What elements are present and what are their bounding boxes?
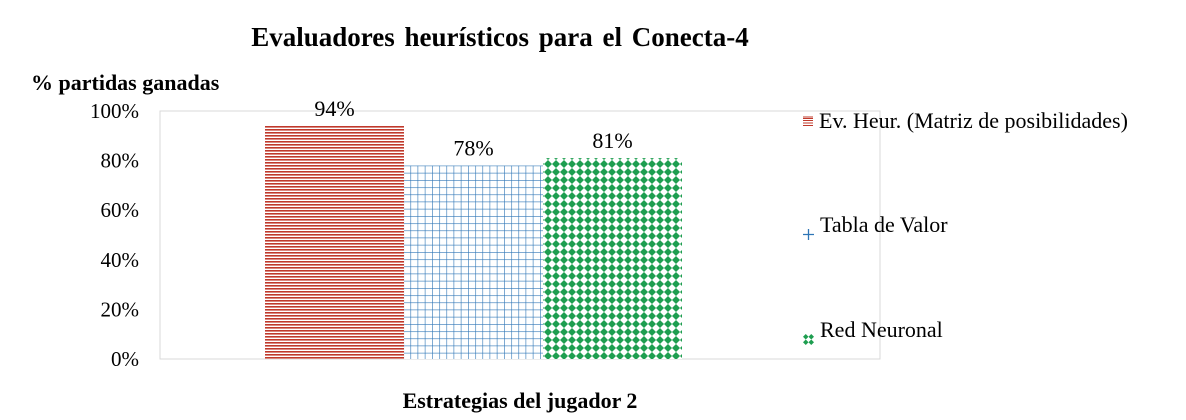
legend-label: Ev. Heur. (Matriz de posibilidades) [819,108,1128,133]
bar-red-neuronal [543,158,682,359]
y-tick-label: 0% [111,347,139,371]
y-tick-label: 20% [101,297,140,321]
y-tick-label: 40% [101,248,140,272]
y-axis-label: % partidas ganadas [31,70,220,95]
legend-swatch-blue [803,220,814,240]
legend-item-tabla-valor: Tabla de Valor [803,212,948,240]
legend-label: Red Neuronal [820,317,943,342]
legend-item-ev-heur: Ev. Heur. (Matriz de posibilidades) [803,108,1128,134]
chart-title: Evaluadores heurísticos para el Conecta-… [251,22,749,52]
y-tick-label: 100% [90,99,139,123]
bar-tabla-valor [404,165,543,359]
data-label: 78% [453,136,493,161]
legend-swatch-red [803,116,813,126]
data-label: 94% [314,96,354,121]
y-tick-label: 80% [101,149,140,173]
x-axis-label: Estrategias del jugador 2 [402,388,638,413]
legend-item-red-neuronal: Red Neuronal [803,317,943,345]
y-tick-label: 60% [101,198,140,222]
legend-label: Tabla de Valor [820,212,948,237]
data-label: 81% [592,128,632,153]
bar-ev-heur [265,125,404,359]
legend-swatch-green [803,325,814,345]
